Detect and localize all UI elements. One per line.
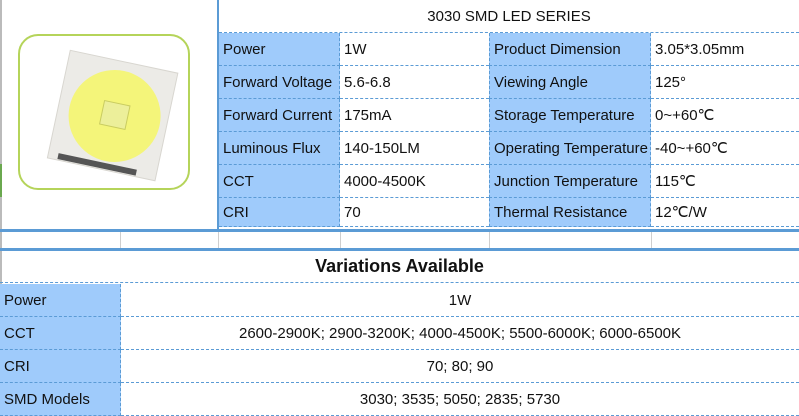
- spec-label: Product Dimension: [489, 33, 651, 66]
- spec-label: Luminous Flux: [219, 132, 340, 165]
- spec-label: Forward Current: [219, 99, 340, 132]
- variation-label: CCT: [0, 317, 121, 350]
- spec-label: Thermal Resistance: [489, 198, 651, 227]
- spec-value: 5.6-6.8: [340, 66, 489, 99]
- spec-value: 12℃/W: [651, 198, 799, 227]
- spec-value: 70: [340, 198, 489, 227]
- variation-value: 1W: [121, 284, 799, 317]
- spec-value: 140-150LM: [340, 132, 489, 165]
- spec-label: Storage Temperature: [489, 99, 651, 132]
- left-accent: [0, 164, 2, 197]
- variation-label: SMD Models: [0, 383, 121, 416]
- title-rule: [219, 32, 799, 33]
- spec-value: 4000-4500K: [340, 165, 489, 198]
- spec-label: Viewing Angle: [489, 66, 651, 99]
- variation-value: 3030; 3535; 5050; 2835; 5730: [121, 383, 799, 416]
- section-rule-2: [0, 248, 799, 251]
- spec-value: 115℃: [651, 165, 799, 198]
- variation-value: 70; 80; 90: [121, 350, 799, 383]
- spec-label: Power: [219, 33, 340, 66]
- spec-value: 1W: [340, 33, 489, 66]
- grid-line: [340, 232, 341, 248]
- grid-line: [120, 232, 121, 248]
- spec-label: Junction Temperature: [489, 165, 651, 198]
- grid-line: [489, 232, 490, 248]
- spec-value: 0~+60℃: [651, 99, 799, 132]
- product-image: [18, 34, 190, 190]
- grid-line: [651, 232, 652, 248]
- left-border: [0, 0, 2, 413]
- variation-label: CRI: [0, 350, 121, 383]
- led-chip-icon: [46, 49, 179, 182]
- spec-value: 3.05*3.05mm: [651, 33, 799, 66]
- spec-value: -40~+60℃: [651, 132, 799, 165]
- variation-value: 2600-2900K; 2900-3200K; 4000-4500K; 5500…: [121, 317, 799, 350]
- section-rule-1: [0, 229, 799, 232]
- spec-label: CCT: [219, 165, 340, 198]
- spec-value: 175mA: [340, 99, 489, 132]
- spec-value: 125°: [651, 66, 799, 99]
- spec-label: Operating Temperature: [489, 132, 651, 165]
- blue-divider: [217, 0, 219, 232]
- series-title: 3030 SMD LED SERIES: [427, 8, 591, 25]
- variations-heading: Variations Available: [0, 251, 799, 283]
- spec-label: Forward Voltage: [219, 66, 340, 99]
- spec-label: CRI: [219, 198, 340, 227]
- grid-line: [218, 232, 219, 248]
- variation-label: Power: [0, 284, 121, 317]
